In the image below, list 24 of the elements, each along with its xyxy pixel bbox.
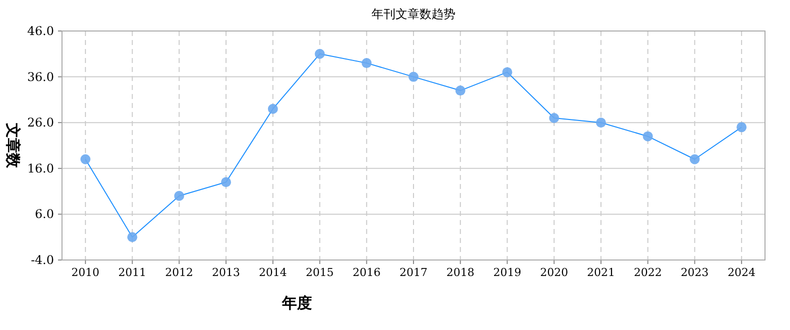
y-tick-label: 6.0: [34, 207, 54, 222]
x-tick-label: 2017: [400, 266, 428, 279]
x-tick-label: 2012: [165, 266, 194, 279]
x-tick-label: 2013: [212, 266, 240, 279]
y-tick-label: 36.0: [27, 70, 54, 84]
y-tick-label: 46.0: [27, 24, 54, 38]
x-axis-title: 年度: [281, 294, 312, 312]
chart-title: 年刊文章数趋势: [372, 7, 456, 21]
y-tick-label: 26.0: [27, 116, 54, 130]
x-tick-label: 2022: [634, 266, 662, 279]
x-tick-label: 2018: [446, 266, 474, 279]
x-tick-label: 2015: [306, 266, 334, 279]
y-axis-title: 文章数: [4, 122, 22, 169]
y-tick-label: -4.0: [30, 253, 54, 267]
x-tick-label: 2014: [258, 266, 287, 279]
x-tick-label: 2016: [352, 266, 381, 279]
x-tick-label: 2023: [680, 266, 709, 279]
x-tick-label: 2019: [493, 266, 522, 279]
x-tick-label: 2020: [540, 266, 568, 279]
x-tick-label: 2010: [71, 266, 100, 279]
x-tick-label: 2011: [118, 266, 146, 279]
x-tick-label: 2021: [586, 266, 615, 279]
x-tick-label: 2024: [728, 266, 756, 279]
y-tick-label: 16.0: [27, 161, 54, 176]
